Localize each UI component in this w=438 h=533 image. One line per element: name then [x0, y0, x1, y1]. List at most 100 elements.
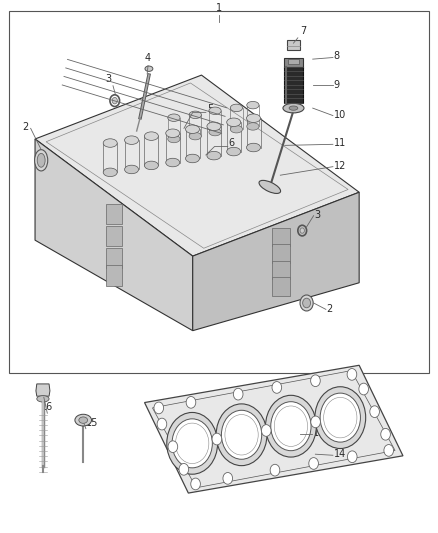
Polygon shape — [35, 139, 193, 330]
Circle shape — [384, 445, 393, 456]
Circle shape — [315, 387, 366, 448]
Ellipse shape — [35, 150, 48, 171]
Text: 13: 13 — [313, 429, 325, 439]
Text: 4: 4 — [145, 53, 151, 63]
Ellipse shape — [303, 298, 311, 308]
Circle shape — [309, 458, 318, 470]
Text: 1: 1 — [216, 3, 222, 13]
Circle shape — [168, 441, 178, 453]
Circle shape — [179, 464, 189, 475]
Ellipse shape — [168, 135, 180, 143]
Ellipse shape — [247, 114, 261, 123]
Text: 3: 3 — [314, 209, 321, 220]
Ellipse shape — [189, 132, 201, 140]
Ellipse shape — [186, 125, 200, 133]
Polygon shape — [145, 365, 403, 493]
Ellipse shape — [300, 228, 304, 233]
Ellipse shape — [209, 107, 221, 115]
Circle shape — [320, 393, 360, 442]
Circle shape — [274, 406, 307, 447]
Text: 2: 2 — [327, 304, 333, 314]
Circle shape — [221, 410, 261, 459]
Ellipse shape — [227, 147, 241, 156]
Ellipse shape — [230, 104, 243, 111]
Text: 7: 7 — [300, 26, 307, 36]
Text: 15: 15 — [86, 417, 98, 427]
Ellipse shape — [209, 128, 221, 136]
Bar — [284, 67, 303, 103]
Circle shape — [167, 413, 218, 474]
Bar — [106, 265, 122, 286]
Circle shape — [186, 397, 196, 408]
Ellipse shape — [166, 129, 180, 138]
Ellipse shape — [79, 417, 88, 423]
Ellipse shape — [247, 143, 261, 152]
Text: 5: 5 — [207, 103, 213, 114]
Circle shape — [311, 416, 321, 428]
Ellipse shape — [227, 118, 241, 126]
Ellipse shape — [103, 139, 117, 147]
Text: 3: 3 — [106, 74, 112, 84]
Text: 12: 12 — [334, 160, 346, 171]
Circle shape — [176, 423, 209, 464]
Circle shape — [359, 383, 368, 395]
Circle shape — [347, 368, 357, 380]
Circle shape — [381, 429, 390, 440]
Circle shape — [370, 406, 379, 417]
Bar — [272, 277, 290, 296]
Circle shape — [157, 418, 167, 430]
Ellipse shape — [75, 414, 92, 426]
Ellipse shape — [37, 395, 49, 402]
Text: 10: 10 — [334, 109, 346, 119]
Circle shape — [261, 425, 271, 437]
Ellipse shape — [189, 111, 201, 118]
Text: 16: 16 — [41, 401, 53, 411]
Circle shape — [154, 402, 164, 414]
Ellipse shape — [259, 180, 281, 193]
Circle shape — [347, 451, 357, 463]
Circle shape — [265, 395, 316, 457]
Ellipse shape — [168, 114, 180, 122]
Circle shape — [223, 473, 233, 484]
Bar — [9, 11, 429, 373]
Ellipse shape — [207, 151, 221, 160]
Text: 8: 8 — [334, 51, 340, 61]
Bar — [106, 204, 122, 224]
Polygon shape — [36, 384, 50, 396]
Ellipse shape — [166, 158, 180, 167]
Bar — [272, 228, 290, 246]
Bar — [284, 58, 303, 68]
Polygon shape — [35, 75, 359, 256]
Ellipse shape — [283, 103, 304, 113]
Bar — [106, 248, 122, 268]
Circle shape — [270, 464, 280, 476]
Ellipse shape — [124, 165, 138, 174]
Bar — [287, 41, 300, 50]
Text: 2: 2 — [22, 122, 28, 132]
Circle shape — [311, 375, 320, 386]
Ellipse shape — [289, 106, 298, 110]
Bar — [106, 226, 122, 246]
Ellipse shape — [247, 123, 259, 130]
Ellipse shape — [112, 98, 117, 104]
Bar — [288, 59, 299, 64]
Ellipse shape — [124, 136, 138, 144]
Circle shape — [212, 433, 222, 445]
Ellipse shape — [247, 101, 259, 109]
Ellipse shape — [207, 122, 221, 131]
Text: 6: 6 — [229, 138, 235, 148]
Polygon shape — [193, 192, 359, 330]
Circle shape — [271, 402, 311, 451]
Ellipse shape — [145, 66, 153, 71]
Ellipse shape — [37, 154, 45, 167]
Ellipse shape — [145, 161, 159, 169]
Circle shape — [225, 415, 258, 455]
Ellipse shape — [230, 125, 243, 133]
Ellipse shape — [186, 154, 200, 163]
Text: 11: 11 — [334, 138, 346, 148]
Bar — [272, 261, 290, 279]
Circle shape — [272, 382, 282, 393]
Bar — [272, 244, 290, 263]
Ellipse shape — [300, 295, 313, 311]
Circle shape — [216, 404, 267, 466]
